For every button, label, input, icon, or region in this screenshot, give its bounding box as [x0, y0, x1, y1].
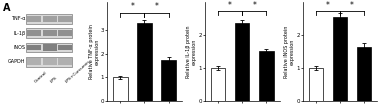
Text: *: * [252, 1, 256, 10]
Text: *: * [326, 1, 330, 10]
Text: A: A [3, 3, 10, 13]
Bar [308, 68, 323, 101]
Bar [26, 57, 72, 67]
Bar [26, 58, 40, 65]
Bar [26, 45, 40, 50]
Bar [58, 30, 72, 36]
Bar [333, 17, 347, 101]
Bar [58, 16, 72, 22]
Text: D: D [302, 0, 310, 2]
Bar [58, 45, 72, 50]
Text: B: B [107, 0, 115, 2]
Bar [259, 51, 274, 101]
Text: Control: Control [34, 70, 48, 84]
Text: LPS: LPS [50, 75, 59, 84]
Bar [113, 77, 127, 101]
Text: *: * [350, 1, 354, 10]
Bar [211, 68, 225, 101]
Bar [26, 14, 72, 24]
Bar [58, 58, 72, 65]
Bar [43, 45, 57, 51]
Bar [235, 24, 249, 101]
Y-axis label: Relative IL-1β protein
expression: Relative IL-1β protein expression [186, 25, 197, 78]
Bar [26, 43, 72, 52]
Bar [43, 30, 57, 36]
Text: C: C [205, 0, 212, 2]
Text: IL-1β: IL-1β [13, 31, 25, 36]
Bar [137, 23, 152, 101]
Bar [26, 28, 72, 38]
Text: TNF-α: TNF-α [11, 16, 25, 21]
Bar [43, 58, 57, 65]
Text: GAPDH: GAPDH [8, 59, 25, 64]
Text: LPS+Curcumin: LPS+Curcumin [65, 59, 91, 84]
Text: *: * [155, 2, 158, 11]
Bar [357, 47, 371, 101]
Bar [26, 30, 40, 36]
Bar [161, 60, 176, 101]
Text: iNOS: iNOS [13, 45, 25, 50]
Bar [26, 16, 40, 22]
Y-axis label: Relative TNF-α protein
expression: Relative TNF-α protein expression [88, 24, 99, 79]
Y-axis label: Relative iNOS protein
expression: Relative iNOS protein expression [284, 25, 295, 78]
Text: *: * [130, 2, 134, 11]
Text: *: * [228, 1, 232, 10]
Bar [43, 16, 57, 22]
